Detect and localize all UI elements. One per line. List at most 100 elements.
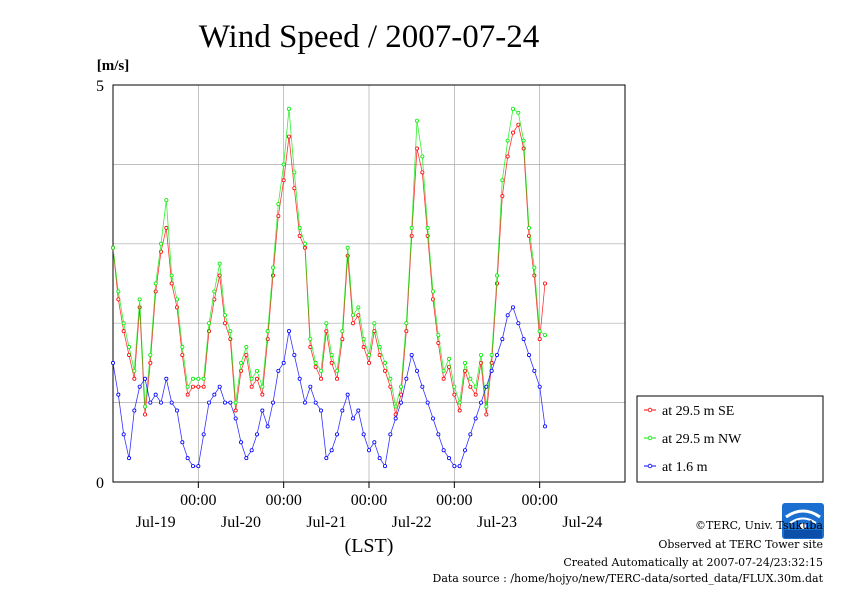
data-point (377, 345, 382, 350)
data-point (473, 384, 478, 389)
data-point (169, 400, 174, 405)
data-point (468, 376, 473, 381)
data-point (356, 305, 361, 310)
series-line (112, 306, 546, 468)
data-point (286, 106, 291, 111)
data-point (260, 408, 265, 413)
data-point (494, 352, 499, 357)
x-tick-time-label: 00:00 (521, 492, 557, 509)
data-point (158, 241, 163, 246)
data-point (286, 329, 291, 334)
data-point (462, 360, 467, 365)
data-point (169, 273, 174, 278)
data-point (318, 376, 323, 381)
data-point (340, 408, 345, 413)
data-point (142, 376, 147, 381)
x-tick-time-label: 00:00 (265, 492, 301, 509)
legend-label: at 29.5 m SE (662, 404, 734, 419)
data-point (452, 384, 457, 389)
data-point (430, 289, 435, 294)
data-point (329, 448, 334, 453)
data-point (478, 352, 483, 357)
data-point (500, 337, 505, 342)
data-point (201, 376, 206, 381)
data-point (121, 432, 126, 437)
terc-logo-icon (782, 503, 824, 539)
data-point (249, 384, 254, 389)
data-point (318, 368, 323, 373)
data-point (238, 360, 243, 365)
data-point (441, 368, 446, 373)
data-point (489, 352, 494, 357)
data-point (180, 345, 185, 350)
data-point (164, 376, 169, 381)
data-point (137, 297, 142, 302)
data-point (334, 376, 339, 381)
data-point (484, 412, 489, 417)
data-point (414, 368, 419, 373)
data-point (334, 432, 339, 437)
data-point (270, 400, 275, 405)
data-point (292, 352, 297, 357)
data-point (228, 337, 233, 342)
data-point (521, 337, 526, 342)
data-point (308, 384, 313, 389)
data-point (153, 281, 158, 286)
data-point (132, 368, 137, 373)
data-point (276, 368, 281, 373)
data-point (313, 364, 318, 369)
data-point (356, 408, 361, 413)
data-point (441, 376, 446, 381)
data-point (297, 376, 302, 381)
data-point (233, 400, 238, 405)
data-point (164, 198, 169, 203)
data-point (190, 376, 195, 381)
data-point (196, 376, 201, 381)
data-point (537, 384, 542, 389)
data-point (452, 464, 457, 469)
data-point (127, 345, 132, 350)
data-point (174, 297, 179, 302)
data-point (249, 448, 254, 453)
legend-box (636, 395, 824, 483)
data-point (313, 360, 318, 365)
data-point (446, 456, 451, 461)
data-point (446, 356, 451, 361)
data-point (404, 376, 409, 381)
series-1 (111, 106, 548, 409)
data-point (302, 241, 307, 246)
data-point (505, 138, 510, 143)
data-point (233, 408, 238, 413)
legend-label: at 29.5 m NW (662, 432, 742, 447)
data-point (334, 368, 339, 373)
terc-logo (782, 503, 824, 539)
data-point (244, 345, 249, 350)
data-point (494, 281, 499, 286)
data-point (484, 384, 489, 389)
series-2 (111, 305, 548, 469)
data-point (265, 424, 270, 429)
data-point (543, 424, 548, 429)
data-point (420, 154, 425, 159)
data-point (510, 305, 515, 310)
data-point (505, 313, 510, 318)
legend-marker (647, 463, 653, 469)
data-point (537, 337, 542, 342)
data-point (308, 337, 313, 342)
data-point (196, 464, 201, 469)
data-point (329, 360, 334, 365)
data-point (478, 400, 483, 405)
data-point (398, 384, 403, 389)
y-axis-unit-label: [m/s] (97, 58, 130, 74)
data-point (281, 178, 286, 183)
data-point (222, 313, 227, 318)
data-point (174, 408, 179, 413)
data-point (217, 384, 222, 389)
data-point (313, 400, 318, 405)
data-point (457, 464, 462, 469)
data-point (527, 225, 532, 230)
data-point (457, 400, 462, 405)
data-point (254, 368, 259, 373)
data-point (457, 408, 462, 413)
data-point (521, 138, 526, 143)
